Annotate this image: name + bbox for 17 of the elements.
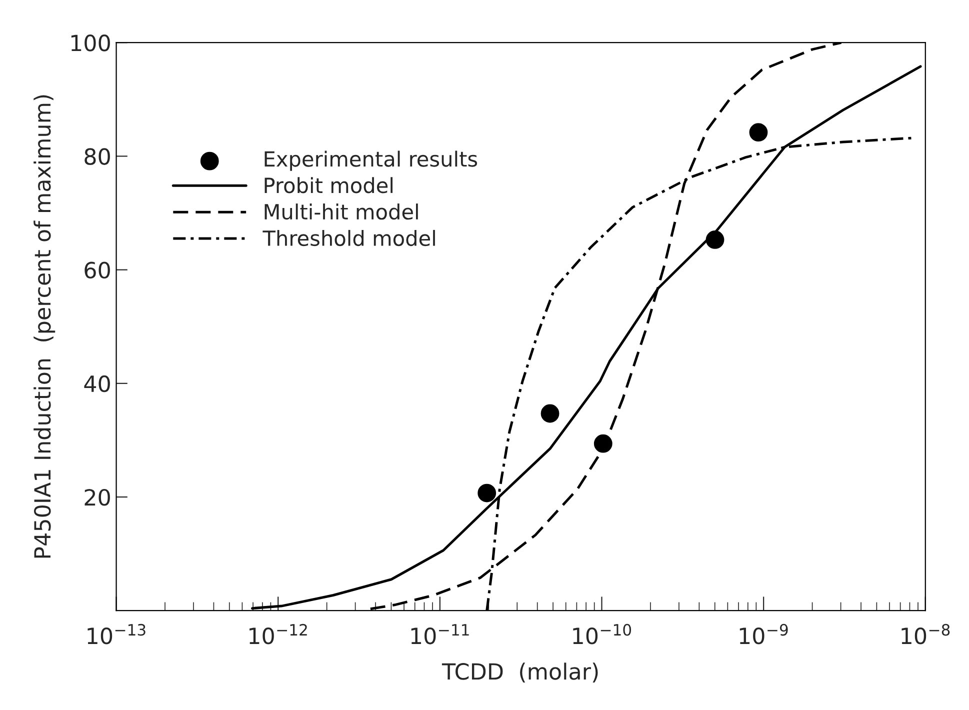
x-tick-label: 10$^{−10}$ bbox=[573, 624, 632, 644]
y-tick-label: 100 bbox=[71, 34, 110, 52]
x-tick-label: 10$^{−8}$ bbox=[902, 624, 950, 644]
x-axis-title: TCDD (molar) bbox=[442, 662, 598, 682]
y-tick-label: 40 bbox=[84, 375, 110, 392]
legend-label: Multi-hit model bbox=[264, 204, 418, 220]
y-tick-label: 20 bbox=[84, 488, 110, 506]
legend-label: Probit model bbox=[264, 177, 393, 194]
legend-label: Threshold model bbox=[262, 230, 435, 246]
y-tick-label: 80 bbox=[84, 148, 110, 165]
y-axis-title: P450IA1 Induction (percent of maximum) bbox=[34, 95, 56, 558]
legend-label: Experimental results bbox=[264, 150, 478, 171]
x-tick-label: 10$^{−11}$ bbox=[411, 624, 469, 644]
x-tick-label: 10$^{−12}$ bbox=[250, 624, 307, 644]
x-tick-label: 10$^{−13}$ bbox=[88, 624, 146, 644]
y-tick-label: 60 bbox=[84, 262, 110, 279]
x-tick-label: 10$^{−9}$ bbox=[740, 624, 788, 644]
